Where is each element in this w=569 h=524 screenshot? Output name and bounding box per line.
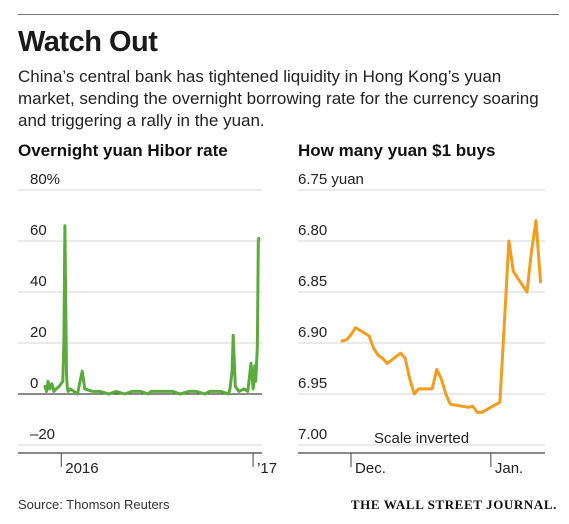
hibor-x-tick-label: 2016: [65, 460, 98, 477]
hibor-y-tick-label: 20: [30, 324, 47, 341]
yuan-y-tick-label: 6.85: [298, 273, 327, 290]
hibor-chart: 80% 60 40 20 0 –20 2016 ’17: [18, 171, 277, 477]
yuan-y-tick-label: 6.80: [298, 222, 327, 239]
yuan-x-tick-label: Jan.: [495, 460, 523, 477]
publisher-logo: THE WALL STREET JOURNAL.: [350, 497, 557, 512]
hibor-x-tick-label: ’17: [257, 460, 277, 477]
yuan-y-tick-label: 6.95: [298, 375, 327, 392]
hibor-y-tick-label: 80%: [30, 171, 60, 188]
page-subtitle: China’s central bank has tightened liqui…: [18, 67, 539, 130]
hibor-y-tick-label: 60: [30, 222, 47, 239]
page-title: Watch Out: [18, 26, 158, 58]
yuan-y-tick-label: 6.90: [298, 324, 327, 341]
yuan-x-tick-label: Dec.: [355, 460, 386, 477]
yuan-y-tick-label: 7.00: [298, 426, 327, 443]
yuan-y-tick-label: 6.75 yuan: [298, 171, 364, 188]
hibor-series-line: [43, 224, 261, 396]
source-note: Source: Thomson Reuters: [18, 497, 170, 512]
top-rule: [18, 14, 559, 15]
yuan-chart: 6.75 yuan 6.80 6.85 6.90 6.95 7.00 Dec. Jan. Sca…: [298, 171, 545, 477]
hibor-y-tick-label: 0: [30, 375, 38, 392]
hibor-chart-title: Overnight yuan Hibor rate: [18, 141, 228, 160]
hibor-y-tick-label: –20: [30, 426, 55, 443]
yuan-series-line: [340, 219, 542, 414]
hibor-y-tick-label: 40: [30, 273, 47, 290]
yuan-annotation: Scale inverted: [374, 430, 469, 447]
yuan-chart-title: How many yuan $1 buys: [298, 141, 496, 160]
